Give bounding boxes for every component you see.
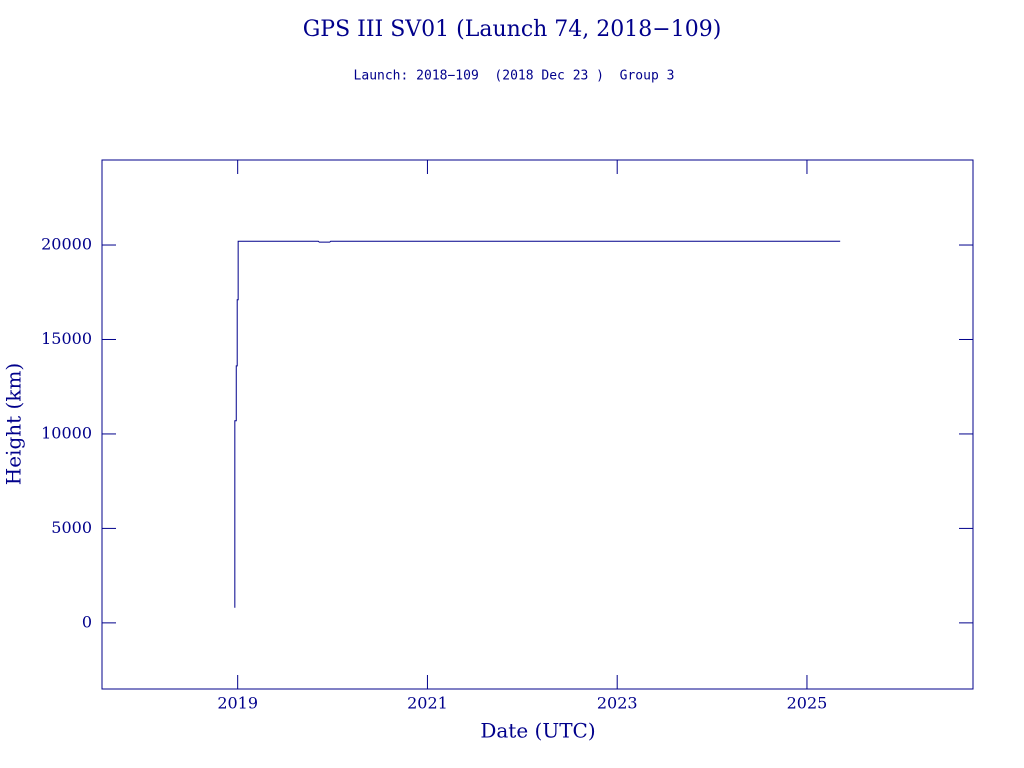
y-tick-label: 20000 (41, 235, 92, 254)
y-tick-label: 0 (82, 612, 92, 631)
x-axis-label: Date (UTC) (480, 719, 595, 743)
x-tick-label: 2021 (407, 694, 448, 713)
y-tick-label: 15000 (41, 329, 92, 348)
chart-title: GPS III SV01 (Launch 74, 2018−109) (303, 17, 722, 42)
plot-frame (101, 159, 974, 690)
x-tick-label: 2023 (597, 694, 638, 713)
y-axis-label: Height (km) (2, 363, 26, 485)
x-tick-label: 2025 (787, 694, 828, 713)
data-line (234, 240, 841, 608)
y-tick-label: 10000 (41, 423, 92, 442)
x-tick-label: 2019 (217, 694, 258, 713)
y-tick-label: 5000 (51, 518, 92, 537)
chart-subtitle: Launch: 2018−109 (2018 Dec 23 ) Group 3 (354, 69, 675, 84)
